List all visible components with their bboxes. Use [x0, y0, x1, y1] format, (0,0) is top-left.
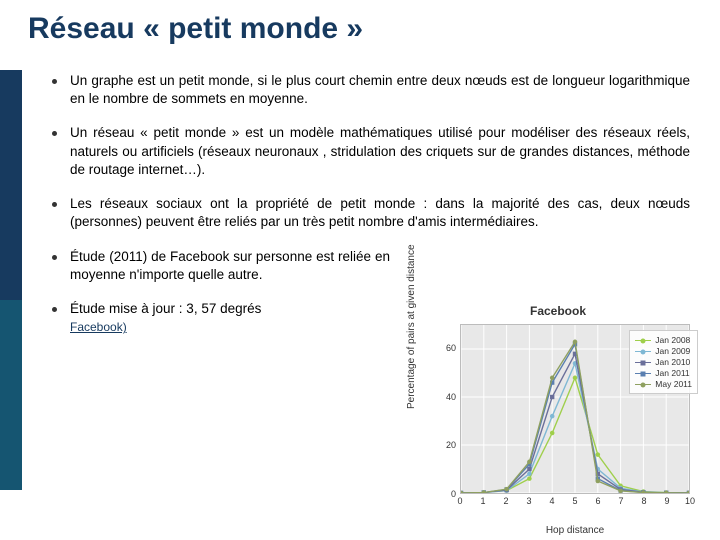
- x-tick-label: 7: [618, 496, 623, 506]
- legend-item: Jan 2010: [635, 357, 692, 367]
- bullet-text: Étude (2011) de Facebook sur personne es…: [70, 249, 390, 282]
- legend-label: Jan 2010: [655, 357, 690, 367]
- x-tick-label: 2: [503, 496, 508, 506]
- x-tick-label: 3: [526, 496, 531, 506]
- x-tick-label: 1: [480, 496, 485, 506]
- y-tick-label: 60: [446, 343, 456, 353]
- legend-item: May 2011: [635, 379, 692, 389]
- x-tick-label: 10: [685, 496, 695, 506]
- legend-label: Jan 2009: [655, 346, 690, 356]
- slide: Réseau « petit monde » Un graphe est un …: [0, 0, 720, 540]
- x-tick-label: 6: [595, 496, 600, 506]
- chart-x-axis-label: Hop distance: [460, 525, 690, 536]
- legend-item: Jan 2008: [635, 335, 692, 345]
- bullet-item: Un graphe est un petit monde, si le plus…: [50, 72, 690, 108]
- chart-title: Facebook: [530, 304, 586, 318]
- facebook-chart: Facebook Percentage of pairs at given di…: [408, 304, 708, 534]
- x-tick-label: 0: [457, 496, 462, 506]
- chart-x-ticks: 012345678910: [460, 496, 690, 508]
- chart-y-axis-label: Percentage of pairs at given distance: [406, 244, 417, 409]
- x-tick-label: 8: [641, 496, 646, 506]
- x-tick-label: 5: [572, 496, 577, 506]
- bullet-text: Les réseaux sociaux ont la propriété de …: [70, 196, 690, 229]
- bullet-item: Un réseau « petit monde » est un modèle …: [50, 124, 690, 179]
- legend-item: Jan 2009: [635, 346, 692, 356]
- y-tick-label: 0: [451, 489, 456, 499]
- bullet-text: Un graphe est un petit monde, si le plus…: [70, 73, 690, 106]
- y-tick-label: 40: [446, 392, 456, 402]
- chart-y-ticks: 0204060: [442, 324, 458, 494]
- bullet-item: Étude (2011) de Facebook sur personne es…: [50, 248, 390, 284]
- chart-legend: Jan 2008Jan 2009Jan 2010Jan 2011May 2011: [629, 330, 698, 394]
- legend-label: Jan 2008: [655, 335, 690, 345]
- legend-label: May 2011: [655, 379, 692, 389]
- bullet-item: Étude mise à jour : 3, 57 degrés Faceboo…: [50, 300, 390, 336]
- bullet-list: Un graphe est un petit monde, si le plus…: [50, 72, 690, 336]
- x-tick-label: 4: [549, 496, 554, 506]
- page-title: Réseau « petit monde »: [28, 12, 363, 46]
- bullet-item: Les réseaux sociaux ont la propriété de …: [50, 195, 690, 231]
- x-tick-label: 9: [664, 496, 669, 506]
- legend-label: Jan 2011: [655, 368, 689, 378]
- bullet-text: Un réseau « petit monde » est un modèle …: [70, 125, 690, 176]
- facebook-link[interactable]: Facebook): [70, 320, 127, 334]
- legend-item: Jan 2011: [635, 368, 692, 378]
- bullet-text: Étude mise à jour : 3, 57 degrés: [70, 301, 261, 316]
- accent-bar-teal: [0, 300, 22, 490]
- y-tick-label: 20: [446, 440, 456, 450]
